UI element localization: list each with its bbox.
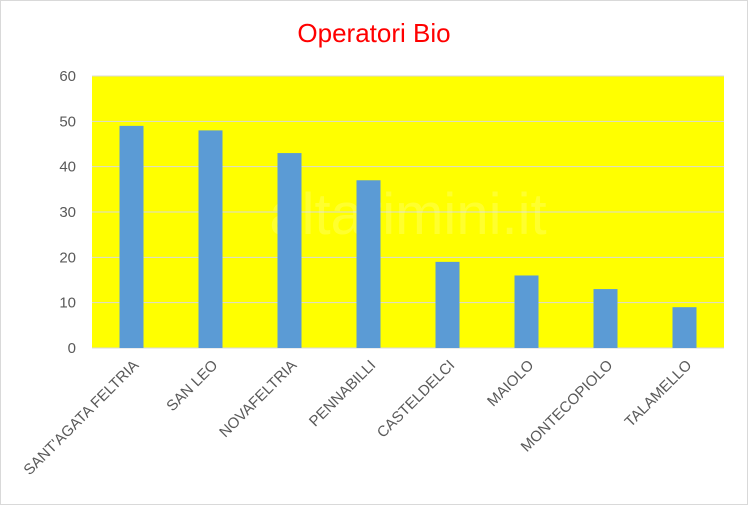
y-tick-label: 60 (59, 68, 76, 85)
y-axis-ticks: 0 10 20 30 40 50 60 (59, 68, 76, 357)
y-tick-label: 30 (59, 204, 76, 221)
y-tick-label: 10 (59, 295, 76, 312)
x-category-label: MAIOLO (484, 357, 537, 410)
watermark: altarimini.it (269, 182, 546, 247)
y-tick-label: 40 (59, 159, 76, 176)
bars (119, 125, 697, 348)
bar (514, 275, 539, 348)
bar (119, 125, 144, 348)
watermark-text: altarimini.it (269, 182, 546, 247)
x-category-label: NOVAFELTRIA (216, 357, 300, 441)
chart-title: Operatori Bio (297, 18, 451, 48)
x-category-label: SAN LEO (163, 357, 221, 415)
bar (593, 289, 618, 348)
x-category-label: CASTELDELCI (374, 357, 459, 442)
bar (672, 307, 697, 348)
bar (198, 130, 223, 348)
bar (435, 261, 460, 348)
y-tick-label: 20 (59, 249, 76, 266)
gridlines (92, 75, 724, 349)
x-category-label: TALAMELLO (622, 357, 696, 431)
bar (356, 180, 381, 348)
x-category-label: SANT'AGATA FELTRIA (20, 357, 142, 479)
y-tick-label: 0 (68, 340, 76, 357)
x-category-label: PENNABILLI (306, 357, 379, 430)
bar (277, 153, 302, 348)
y-tick-label: 50 (59, 113, 76, 130)
